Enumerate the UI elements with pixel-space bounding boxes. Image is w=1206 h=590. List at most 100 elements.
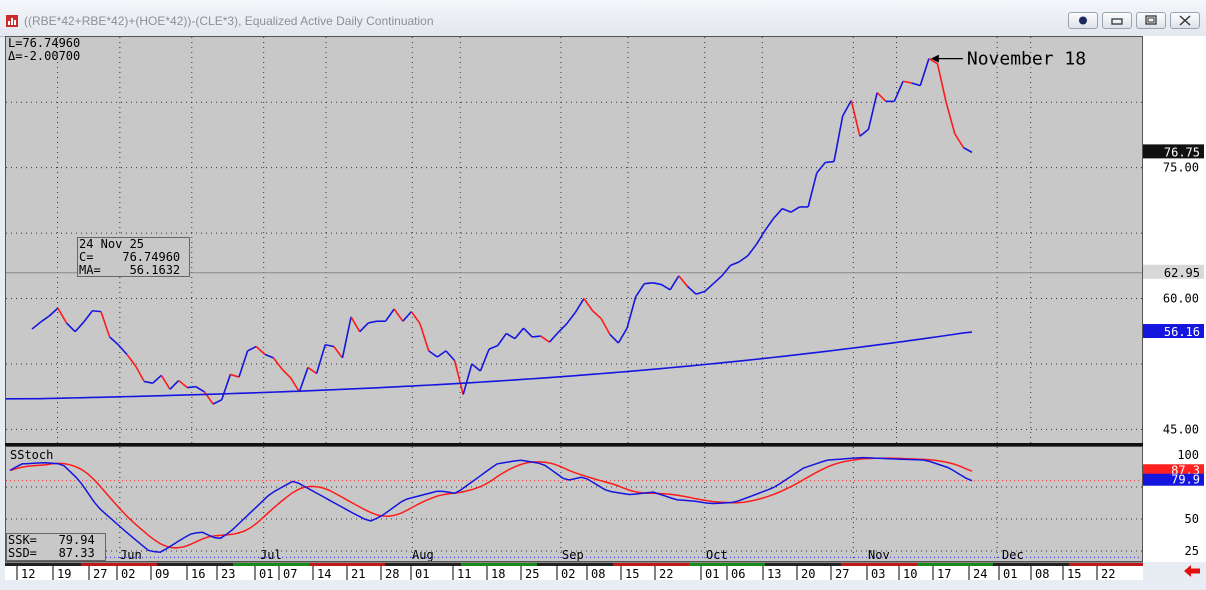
price-segment xyxy=(841,100,852,117)
price-segment xyxy=(730,261,740,267)
period-strip xyxy=(461,563,537,566)
date-axis[interactable]: 12 19 27 02 09 16 23 01 07 14 21 28 01 11 18 25 02 08 15 22… xyxy=(5,562,1143,581)
period-strip xyxy=(1069,563,1143,566)
price-segment xyxy=(126,353,137,367)
price-segment xyxy=(635,283,645,298)
window-title: ((RBE*42+RBE*42)+(HOE*42))-(CLE*3), Equa… xyxy=(24,14,434,28)
panel-separator[interactable] xyxy=(5,443,1143,446)
minimize-icon xyxy=(1111,18,1123,25)
date-tick-label: 20 xyxy=(801,567,815,581)
price-segment xyxy=(825,160,835,164)
annotation-arrowhead xyxy=(930,54,939,63)
value-axis[interactable]: 75.00 60.00 45.00 76.75 62.95 56.16 100 50 25 87.… xyxy=(1143,36,1206,562)
period-strip xyxy=(841,563,917,566)
date-tick-label: 19 xyxy=(57,567,71,581)
period-strip xyxy=(157,563,233,566)
price-segment xyxy=(238,350,249,378)
price-segment xyxy=(600,318,611,335)
price-segment xyxy=(704,283,714,293)
date-tick-label: 18 xyxy=(491,567,505,581)
period-strip xyxy=(309,563,385,566)
link-button[interactable] xyxy=(1068,12,1098,29)
price-segment xyxy=(31,321,42,330)
bottom-strip xyxy=(0,580,1206,590)
minimize-button[interactable] xyxy=(1102,12,1132,29)
price-segment xyxy=(893,80,904,102)
maximize-icon xyxy=(1145,15,1157,25)
price-segment xyxy=(462,363,473,395)
date-tick-label: 08 xyxy=(591,567,605,581)
price-segment xyxy=(833,116,844,162)
close-button[interactable] xyxy=(1170,12,1200,29)
price-segment xyxy=(368,320,378,324)
price-segment xyxy=(40,315,50,323)
price-segment xyxy=(65,322,76,333)
period-strip xyxy=(689,563,765,566)
stochastic-panel[interactable]: Jun Jul Aug Sep Oct Nov Dec SStoch SSK= 79.94 … xyxy=(5,446,1143,562)
price-tick-label: 75.00 xyxy=(1163,161,1199,175)
price-segment xyxy=(945,102,956,134)
moving-average-line xyxy=(6,331,973,400)
price-segment xyxy=(410,311,421,325)
period-strip xyxy=(613,563,689,566)
price-segment xyxy=(152,374,162,384)
date-tick-label: 24 xyxy=(973,567,987,581)
price-segment xyxy=(669,275,680,291)
window-titlebar: ((RBE*42+RBE*42)+(HOE*42))-(CLE*3), Equa… xyxy=(0,0,1206,37)
date-tick-label: 06 xyxy=(731,567,745,581)
scroll-left-icon[interactable] xyxy=(1182,563,1202,579)
app-icon xyxy=(6,15,18,27)
tooltip-date: 24 Nov 25 xyxy=(79,237,145,251)
period-strip xyxy=(5,563,81,566)
price-segment xyxy=(747,243,758,257)
price-segment xyxy=(678,275,689,287)
annotation-label: November 18 xyxy=(967,49,1086,70)
stoch-tick-label: 100 xyxy=(1177,448,1199,462)
date-tick-label: 21 xyxy=(351,567,365,581)
price-segment xyxy=(505,332,516,340)
month-label: Oct xyxy=(706,548,728,561)
price-segment xyxy=(419,323,430,352)
date-axis-scale: 12 19 27 02 09 16 23 01 07 14 21 28 01 11 18 25 02 08 15 22… xyxy=(5,563,1143,581)
date-tick-label: 13 xyxy=(767,567,781,581)
price-segment xyxy=(514,327,525,340)
period-strip xyxy=(233,563,309,566)
stochastic-chart: Jun Jul Aug Sep Oct Nov Dec xyxy=(6,447,1142,561)
period-strip xyxy=(917,563,993,566)
date-tick-label: 27 xyxy=(93,567,107,581)
tooltip-ma: MA= 56.1632 xyxy=(79,263,181,277)
price-segment xyxy=(307,366,318,375)
ssd-line xyxy=(9,457,973,549)
price-segment xyxy=(445,350,456,362)
price-segment xyxy=(134,365,145,382)
price-segment xyxy=(962,146,973,154)
price-tick-label: 60.00 xyxy=(1163,292,1199,306)
period-strip xyxy=(765,563,841,566)
date-tick-label: 15 xyxy=(625,567,639,581)
date-tick-label: 09 xyxy=(155,567,169,581)
period-strip xyxy=(537,563,613,566)
price-segment xyxy=(532,335,541,338)
price-segment xyxy=(264,353,274,359)
price-segment xyxy=(488,344,498,350)
maximize-button[interactable] xyxy=(1136,12,1166,29)
price-segment xyxy=(540,335,550,343)
price-segment xyxy=(74,321,85,333)
price-segment xyxy=(333,346,344,359)
price-segment xyxy=(497,332,507,347)
price-segment xyxy=(255,345,266,355)
price-panel[interactable]: November 18 L=76.74960 Δ=-2.00700 24 Nov… xyxy=(5,36,1143,444)
price-segment xyxy=(272,357,283,370)
price-segment xyxy=(644,282,653,285)
price-tag-bg xyxy=(1143,324,1204,339)
price-segment xyxy=(617,327,628,344)
price-segment xyxy=(661,283,671,291)
stochastic-readout: SSK= 79.94 SSD= 87.33 xyxy=(6,533,106,561)
date-tick-label: 23 xyxy=(221,567,235,581)
price-segment xyxy=(773,208,783,219)
price-segment xyxy=(911,82,921,87)
price-segment xyxy=(548,332,559,343)
date-tick-label: 14 xyxy=(317,567,331,581)
price-segment xyxy=(936,63,947,103)
price-segment xyxy=(928,57,938,65)
